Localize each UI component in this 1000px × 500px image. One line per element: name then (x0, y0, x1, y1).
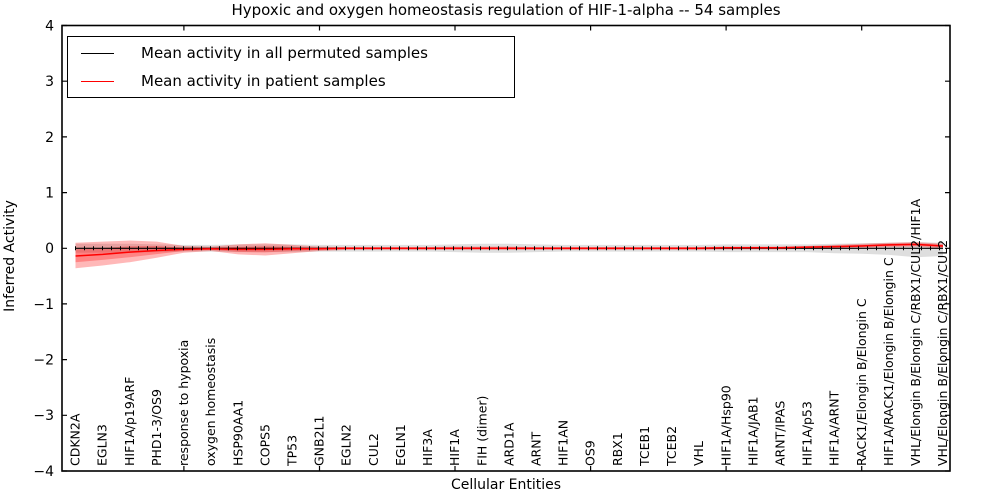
category-label: HIF1A/RACK1/Elongin B/Elongin C (881, 257, 896, 466)
category-label: RBX1 (610, 432, 625, 466)
patient-mean-line (75, 243, 944, 257)
category-label: HIF3A (420, 429, 435, 466)
category-label: HIF1A/Hsp90 (718, 385, 733, 466)
category-label: RACK1/Elongin B/Elongin C (854, 298, 869, 466)
legend-label: Mean activity in patient samples (141, 72, 386, 90)
category-label: EGLN1 (393, 424, 408, 466)
category-label: ARNT (528, 431, 543, 466)
x-axis-label: Cellular Entities (450, 477, 562, 493)
y-tick-label: −3 (33, 408, 54, 424)
category-label: oxygen homeostasis (203, 338, 218, 466)
category-label: VHL (691, 441, 706, 466)
legend-entry-permuted: Mean activity in all permuted samples (68, 40, 514, 66)
legend-line-sample-black (81, 52, 114, 54)
category-label: TCEB1 (637, 426, 652, 467)
y-tick-label: 1 (45, 186, 54, 202)
permuted-confidence-band (75, 242, 943, 258)
category-label: HIF1A (447, 429, 462, 466)
category-label: PHD1-3/OS9 (149, 389, 164, 466)
category-label: VHL/Elongin B/Elongin C/RBX1/CUL2 (935, 240, 950, 466)
y-tick-label: 2 (45, 130, 54, 146)
y-tick-label: 3 (45, 74, 54, 90)
category-label: EGLN2 (339, 424, 354, 466)
category-label: HIF1A/JAB1 (745, 396, 760, 466)
category-label: HIF1AN (556, 420, 571, 466)
legend-label: Mean activity in all permuted samples (141, 44, 428, 62)
y-tick-label: −1 (33, 297, 54, 313)
category-label: HSP90AA1 (230, 400, 245, 466)
y-tick-label: −4 (33, 464, 54, 480)
category-label: TP53 (285, 435, 300, 467)
category-label: ARD1A (501, 422, 516, 466)
y-tick-label: −2 (33, 353, 54, 369)
category-label: CUL2 (366, 433, 381, 466)
category-label: OS9 (583, 440, 598, 466)
category-label: HIF1A/p53 (800, 401, 815, 466)
permuted-line-markers (75, 246, 940, 251)
legend: Mean activity in all permuted samples Me… (67, 36, 515, 98)
category-label: CDKN2A (68, 413, 83, 466)
category-label: TCEB2 (664, 426, 679, 467)
y-tick-label: 0 (45, 241, 54, 257)
category-label: ARNT/IPAS (772, 401, 787, 466)
legend-line-sample-red (81, 80, 114, 82)
category-label: COPS5 (257, 424, 272, 466)
legend-entry-patient: Mean activity in patient samples (68, 68, 514, 94)
category-label: GNB2L1 (312, 416, 327, 466)
category-label: HIF1A/p19ARF (122, 377, 137, 466)
category-label: EGLN3 (95, 424, 110, 466)
category-label: VHL/Elongin B/Elongin C/RBX1/CUL2/HIF1A (908, 198, 923, 466)
chart-title: Hypoxic and oxygen homeostasis regulatio… (231, 1, 781, 19)
y-tick-label: 4 (45, 18, 54, 34)
category-label: HIF1A/ARNT (827, 390, 842, 466)
category-label: FIH (dimer) (474, 396, 489, 466)
y-axis-label: Inferred Activity (2, 200, 18, 312)
category-label: response to hypoxia (176, 340, 191, 466)
